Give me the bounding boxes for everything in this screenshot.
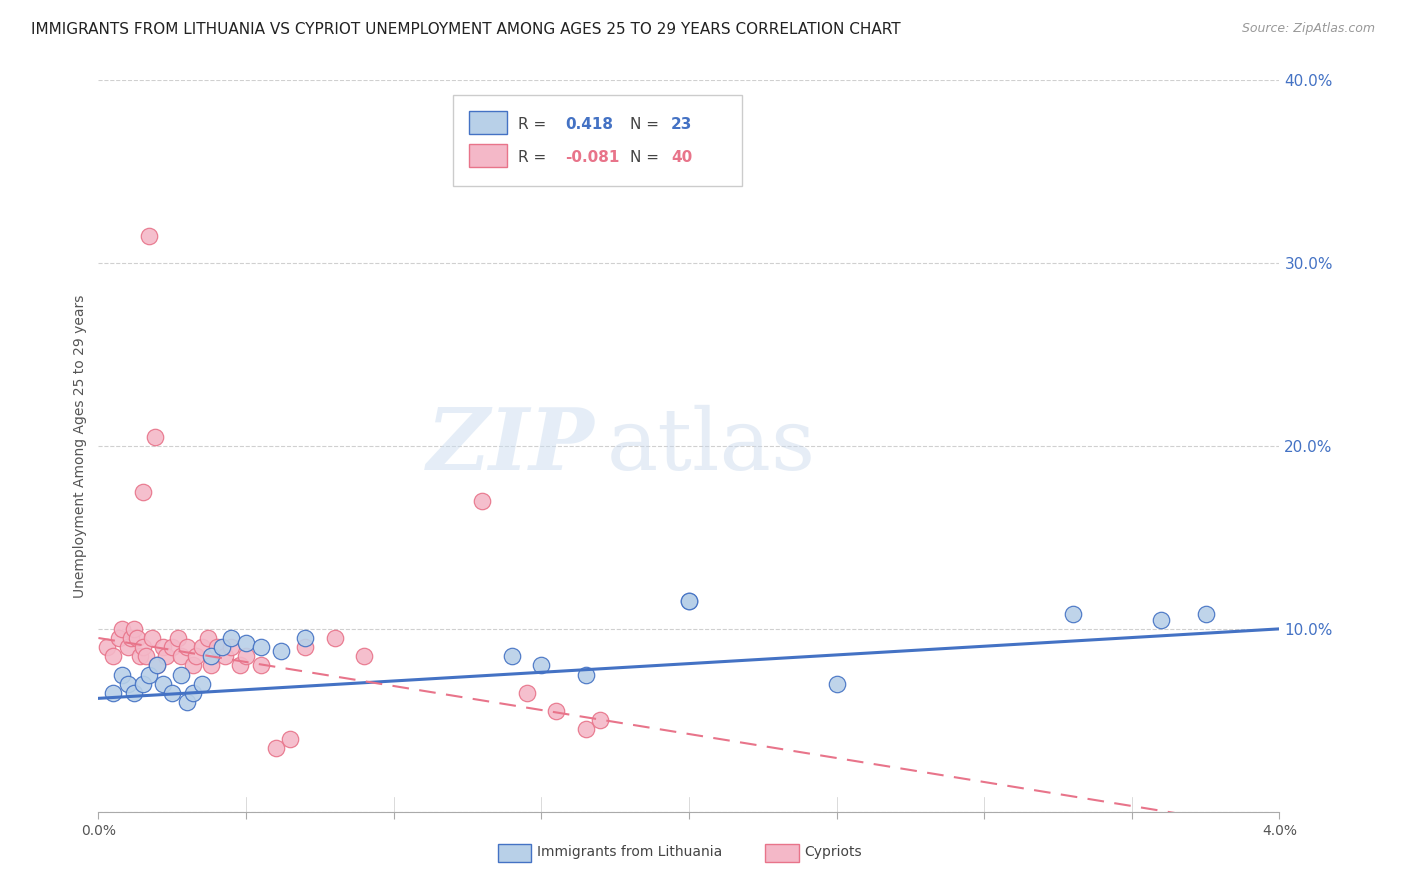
Point — [1062, 607, 1084, 622]
Text: R =: R = — [517, 150, 546, 165]
Point — [146, 658, 169, 673]
Point — [162, 640, 183, 655]
Point — [250, 640, 273, 655]
Point — [825, 676, 848, 690]
Point — [200, 658, 222, 673]
Text: Immigrants from Lithuania: Immigrants from Lithuania — [537, 845, 723, 859]
Point — [120, 631, 142, 645]
Point — [280, 731, 302, 746]
Y-axis label: Unemployment Among Ages 25 to 29 years: Unemployment Among Ages 25 to 29 years — [73, 294, 87, 598]
Point — [176, 695, 198, 709]
Point — [678, 594, 700, 608]
Point — [270, 644, 292, 658]
Point — [516, 686, 538, 700]
Point — [138, 228, 160, 243]
Point — [1195, 607, 1218, 622]
Point — [200, 649, 222, 664]
Point — [103, 686, 125, 700]
Point — [181, 658, 204, 673]
Point — [117, 640, 139, 655]
Text: N =: N = — [630, 117, 659, 132]
Point — [152, 640, 174, 655]
Point — [221, 640, 243, 655]
Point — [141, 631, 163, 645]
Point — [546, 704, 568, 718]
Point — [111, 667, 134, 681]
Text: 0.418: 0.418 — [565, 117, 613, 132]
Point — [135, 649, 157, 664]
Point — [96, 640, 118, 655]
Point — [235, 649, 257, 664]
Text: atlas: atlas — [606, 404, 815, 488]
Point — [146, 658, 169, 673]
Point — [575, 667, 598, 681]
Point — [471, 494, 494, 508]
Point — [117, 676, 139, 690]
FancyBboxPatch shape — [470, 111, 508, 135]
Point — [294, 640, 316, 655]
Point — [122, 686, 145, 700]
Point — [264, 740, 287, 755]
Point — [221, 631, 243, 645]
Point — [353, 649, 375, 664]
Point — [170, 649, 193, 664]
Text: R =: R = — [517, 117, 546, 132]
Point — [125, 631, 148, 645]
Point — [211, 640, 233, 655]
Point — [155, 649, 177, 664]
Text: -0.081: -0.081 — [565, 150, 619, 165]
Point — [323, 631, 346, 645]
Point — [170, 667, 193, 681]
Point — [181, 686, 204, 700]
Point — [138, 667, 160, 681]
Text: N =: N = — [630, 150, 659, 165]
Point — [103, 649, 125, 664]
Text: 23: 23 — [671, 117, 693, 132]
Point — [235, 636, 257, 650]
Point — [530, 658, 553, 673]
Point — [184, 649, 207, 664]
Text: Source: ZipAtlas.com: Source: ZipAtlas.com — [1241, 22, 1375, 36]
Point — [205, 640, 228, 655]
Point — [191, 640, 214, 655]
Point — [152, 676, 174, 690]
Point — [132, 676, 155, 690]
Point — [143, 430, 166, 444]
Point — [589, 714, 612, 728]
Point — [294, 631, 316, 645]
Text: IMMIGRANTS FROM LITHUANIA VS CYPRIOT UNEMPLOYMENT AMONG AGES 25 TO 29 YEARS CORR: IMMIGRANTS FROM LITHUANIA VS CYPRIOT UNE… — [31, 22, 901, 37]
Point — [678, 594, 700, 608]
Text: Cypriots: Cypriots — [804, 845, 862, 859]
Point — [176, 640, 198, 655]
Point — [1150, 613, 1173, 627]
Point — [162, 686, 183, 700]
Point — [128, 649, 150, 664]
Point — [132, 640, 155, 655]
Point — [501, 649, 523, 664]
Point — [250, 658, 273, 673]
Point — [122, 622, 145, 636]
Point — [108, 631, 131, 645]
Point — [167, 631, 190, 645]
FancyBboxPatch shape — [453, 95, 742, 186]
Point — [191, 676, 214, 690]
Point — [575, 723, 598, 737]
Point — [214, 649, 236, 664]
Point — [111, 622, 134, 636]
Text: 40: 40 — [671, 150, 693, 165]
Point — [132, 484, 155, 499]
FancyBboxPatch shape — [470, 144, 508, 168]
Text: ZIP: ZIP — [426, 404, 595, 488]
Point — [229, 658, 252, 673]
Point — [197, 631, 219, 645]
